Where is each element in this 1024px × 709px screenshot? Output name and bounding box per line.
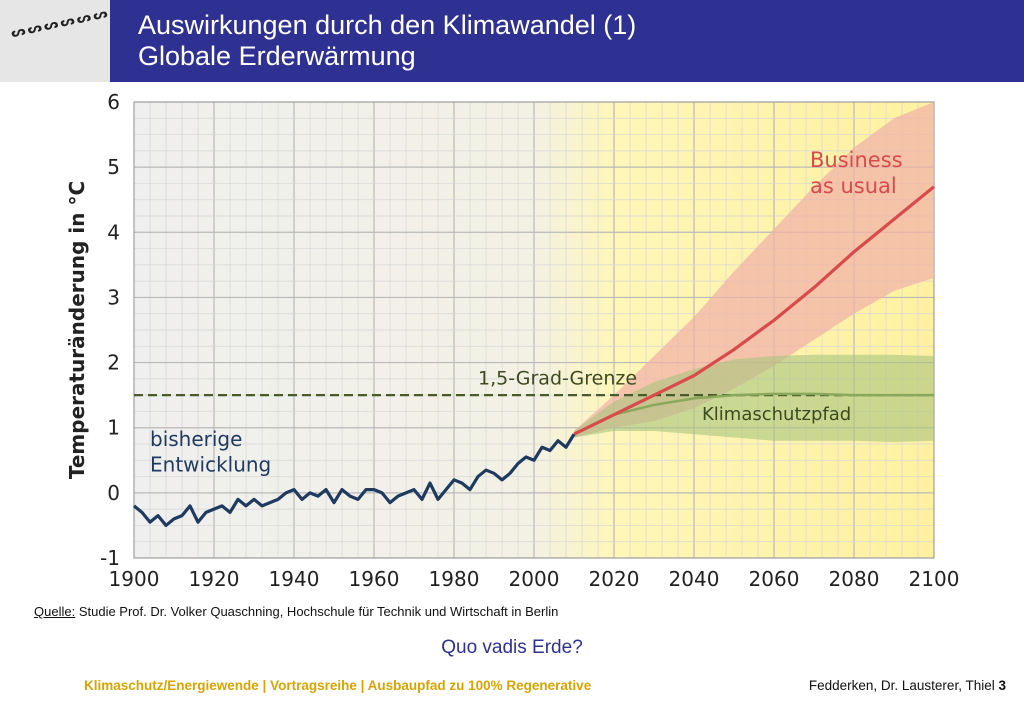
annotation-business-line1: Business	[810, 148, 903, 172]
annotation-business-line2: as usual	[810, 174, 897, 198]
x-tick-label: 1960	[349, 567, 400, 591]
y-tick-label: 4	[107, 220, 120, 244]
x-tick-label: 1980	[429, 567, 480, 591]
logo-icon: ᔕᔕᔕᔕᔕᔕ	[9, 5, 112, 42]
protection-series-line	[573, 392, 934, 436]
x-tick-label: 2080	[829, 567, 880, 591]
temperature-chart: 1900 1920 1940 1960 1980 2000 2020 2040 2060 2080…	[65, 90, 960, 591]
y-tick-label: 3	[107, 285, 120, 309]
title-bar: Auswirkungen durch den Klimawandel (1) G…	[110, 0, 1024, 82]
x-tick-label: 2040	[669, 567, 720, 591]
footer-authors: Fedderken, Dr. Lausterer, Thiel 3	[809, 678, 1006, 693]
y-tick-label: 1	[107, 416, 120, 440]
x-tick-label: 2020	[589, 567, 640, 591]
source-note: Quelle: Studie Prof. Dr. Volker Quaschni…	[34, 604, 558, 619]
business-uncertainty-band	[574, 102, 934, 438]
annotation-historical-line2: Entwicklung	[150, 452, 271, 476]
y-tick-label: 6	[107, 90, 120, 114]
source-label: Quelle:	[34, 604, 76, 619]
x-tick-label: 2000	[509, 567, 560, 591]
page-number: 3	[998, 678, 1006, 693]
plot-frame	[133, 101, 935, 559]
footer-authors-text: Fedderken, Dr. Lausterer, Thiel	[808, 678, 995, 693]
annotation-protection: Klimaschutzpfad	[702, 404, 851, 425]
x-tick-label: 2060	[749, 567, 800, 591]
y-tick-label: -1	[100, 546, 120, 570]
slide-title: Auswirkungen durch den Klimawandel (1)	[138, 10, 637, 40]
grid	[133, 101, 935, 559]
historical-series-line	[132, 433, 576, 528]
x-tick-label: 1920	[189, 567, 240, 591]
annotation-historical-line1: bisherige	[150, 427, 242, 451]
y-tick-label: 0	[107, 481, 120, 505]
slide-subtitle: Globale Erderwärmung	[138, 41, 416, 71]
source-text: Studie Prof. Dr. Volker Quaschning, Hoch…	[78, 604, 559, 619]
business-series-line	[573, 185, 936, 436]
y-tick-label: 2	[107, 351, 120, 375]
logo-panel: ᔕᔕᔕᔕᔕᔕ	[0, 0, 112, 82]
x-tick-label: 1940	[269, 567, 320, 591]
x-tick-label: 1900	[109, 567, 160, 591]
question-text: Quo vadis Erde?	[441, 637, 583, 658]
annotation-limit: 1,5-Grad-Grenze	[478, 368, 637, 390]
footer-series-title: Klimaschutz/Energiewende | Vortragsreihe…	[84, 678, 592, 693]
protection-uncertainty-band	[574, 354, 934, 443]
x-tick-label: 2100	[909, 567, 960, 591]
y-tick-label: 5	[107, 155, 120, 179]
y-axis-label: Temperaturänderung in °C	[65, 181, 89, 479]
